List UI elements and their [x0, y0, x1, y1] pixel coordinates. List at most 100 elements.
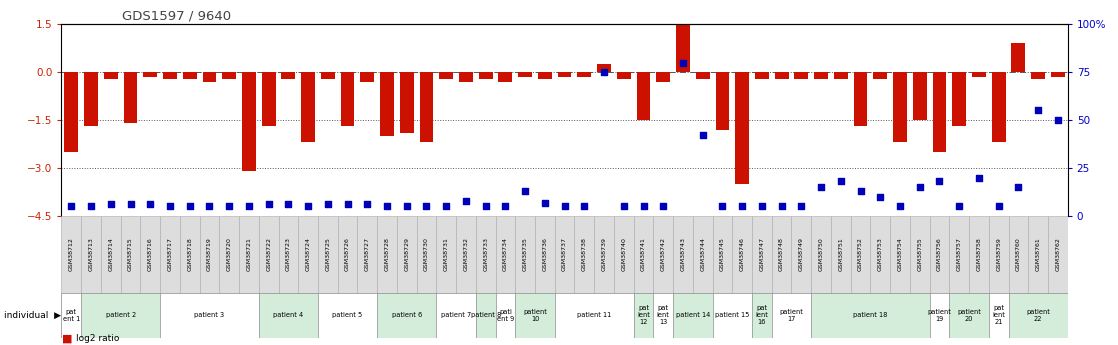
Text: patient
10: patient 10 — [523, 309, 547, 322]
Text: GSM38756: GSM38756 — [937, 237, 942, 271]
Point — [635, 204, 653, 209]
Point — [102, 202, 120, 207]
FancyBboxPatch shape — [1008, 293, 1068, 338]
FancyBboxPatch shape — [890, 216, 910, 293]
Bar — [676, 14, 690, 72]
FancyBboxPatch shape — [673, 293, 712, 338]
Point — [733, 204, 751, 209]
Point — [832, 179, 850, 184]
Bar — [183, 72, 197, 79]
Point — [970, 175, 988, 180]
FancyBboxPatch shape — [141, 216, 160, 293]
Bar — [341, 72, 354, 127]
FancyBboxPatch shape — [771, 216, 792, 293]
Point — [300, 204, 318, 209]
Bar — [499, 72, 512, 82]
Point — [220, 204, 238, 209]
Bar — [755, 72, 769, 79]
FancyBboxPatch shape — [712, 293, 752, 338]
FancyBboxPatch shape — [792, 216, 812, 293]
Bar — [262, 72, 275, 127]
Text: GSM38718: GSM38718 — [187, 237, 192, 271]
Text: GSM38757: GSM38757 — [957, 237, 961, 271]
Point — [259, 202, 277, 207]
Bar — [439, 72, 453, 79]
Text: pati
ent 9: pati ent 9 — [496, 309, 514, 322]
Point — [122, 202, 140, 207]
Text: GSM38721: GSM38721 — [246, 237, 252, 271]
Bar — [1012, 43, 1025, 72]
FancyBboxPatch shape — [910, 216, 929, 293]
Bar — [1031, 72, 1045, 79]
Point — [989, 204, 1007, 209]
FancyBboxPatch shape — [575, 216, 594, 293]
Bar — [419, 72, 434, 142]
Text: patient 3: patient 3 — [195, 313, 225, 318]
Point — [1010, 185, 1027, 190]
Text: patient 18: patient 18 — [853, 313, 888, 318]
Text: GSM38738: GSM38738 — [581, 237, 587, 271]
Text: GSM38747: GSM38747 — [759, 237, 765, 272]
FancyBboxPatch shape — [456, 216, 476, 293]
Text: patient 8: patient 8 — [471, 313, 501, 318]
Bar — [775, 72, 788, 79]
Bar — [222, 72, 236, 79]
Text: GSM38720: GSM38720 — [227, 237, 231, 271]
FancyBboxPatch shape — [515, 216, 536, 293]
Point — [417, 204, 435, 209]
Text: pat
ient
13: pat ient 13 — [656, 305, 670, 325]
FancyBboxPatch shape — [476, 216, 495, 293]
Point — [930, 179, 948, 184]
FancyBboxPatch shape — [417, 216, 436, 293]
FancyBboxPatch shape — [377, 216, 397, 293]
FancyBboxPatch shape — [61, 293, 82, 338]
Point — [280, 202, 297, 207]
FancyBboxPatch shape — [495, 293, 515, 338]
Bar — [1051, 72, 1064, 77]
Text: patient 11: patient 11 — [577, 313, 612, 318]
Text: GSM38719: GSM38719 — [207, 237, 212, 271]
Point — [200, 204, 218, 209]
Text: GSM38725: GSM38725 — [325, 237, 330, 271]
Point — [476, 204, 494, 209]
Text: ■: ■ — [61, 333, 72, 343]
Bar — [124, 72, 138, 123]
FancyBboxPatch shape — [614, 216, 634, 293]
Text: ■: ■ — [61, 344, 72, 345]
Text: GSM38733: GSM38733 — [483, 237, 489, 272]
FancyBboxPatch shape — [555, 216, 575, 293]
Point — [1030, 108, 1048, 113]
Text: GSM38750: GSM38750 — [818, 237, 824, 271]
Point — [82, 204, 100, 209]
Text: GSM38717: GSM38717 — [168, 237, 172, 271]
Text: patient
19: patient 19 — [928, 309, 951, 322]
Text: GSM38739: GSM38739 — [601, 237, 607, 272]
Text: log2 ratio: log2 ratio — [76, 334, 120, 343]
Point — [141, 202, 159, 207]
Text: GSM38737: GSM38737 — [562, 237, 567, 272]
Text: GSM38751: GSM38751 — [838, 237, 843, 271]
FancyBboxPatch shape — [831, 216, 851, 293]
Text: patient
20: patient 20 — [957, 309, 980, 322]
Text: GSM38759: GSM38759 — [996, 237, 1001, 271]
Text: GSM38746: GSM38746 — [740, 237, 745, 271]
Bar — [321, 72, 334, 79]
Text: GSM38749: GSM38749 — [799, 237, 804, 272]
Bar — [992, 72, 1005, 142]
Bar — [104, 72, 117, 79]
Bar — [558, 72, 571, 77]
Text: patient 5: patient 5 — [332, 313, 362, 318]
Text: GSM38740: GSM38740 — [622, 237, 626, 271]
Bar — [597, 64, 610, 72]
Point — [536, 200, 553, 205]
Point — [752, 204, 770, 209]
Text: GSM38754: GSM38754 — [898, 237, 902, 271]
FancyBboxPatch shape — [476, 293, 495, 338]
FancyBboxPatch shape — [397, 216, 417, 293]
Bar — [360, 72, 375, 82]
Point — [891, 204, 909, 209]
FancyBboxPatch shape — [634, 216, 653, 293]
FancyBboxPatch shape — [180, 216, 200, 293]
FancyBboxPatch shape — [219, 216, 239, 293]
FancyBboxPatch shape — [712, 216, 732, 293]
